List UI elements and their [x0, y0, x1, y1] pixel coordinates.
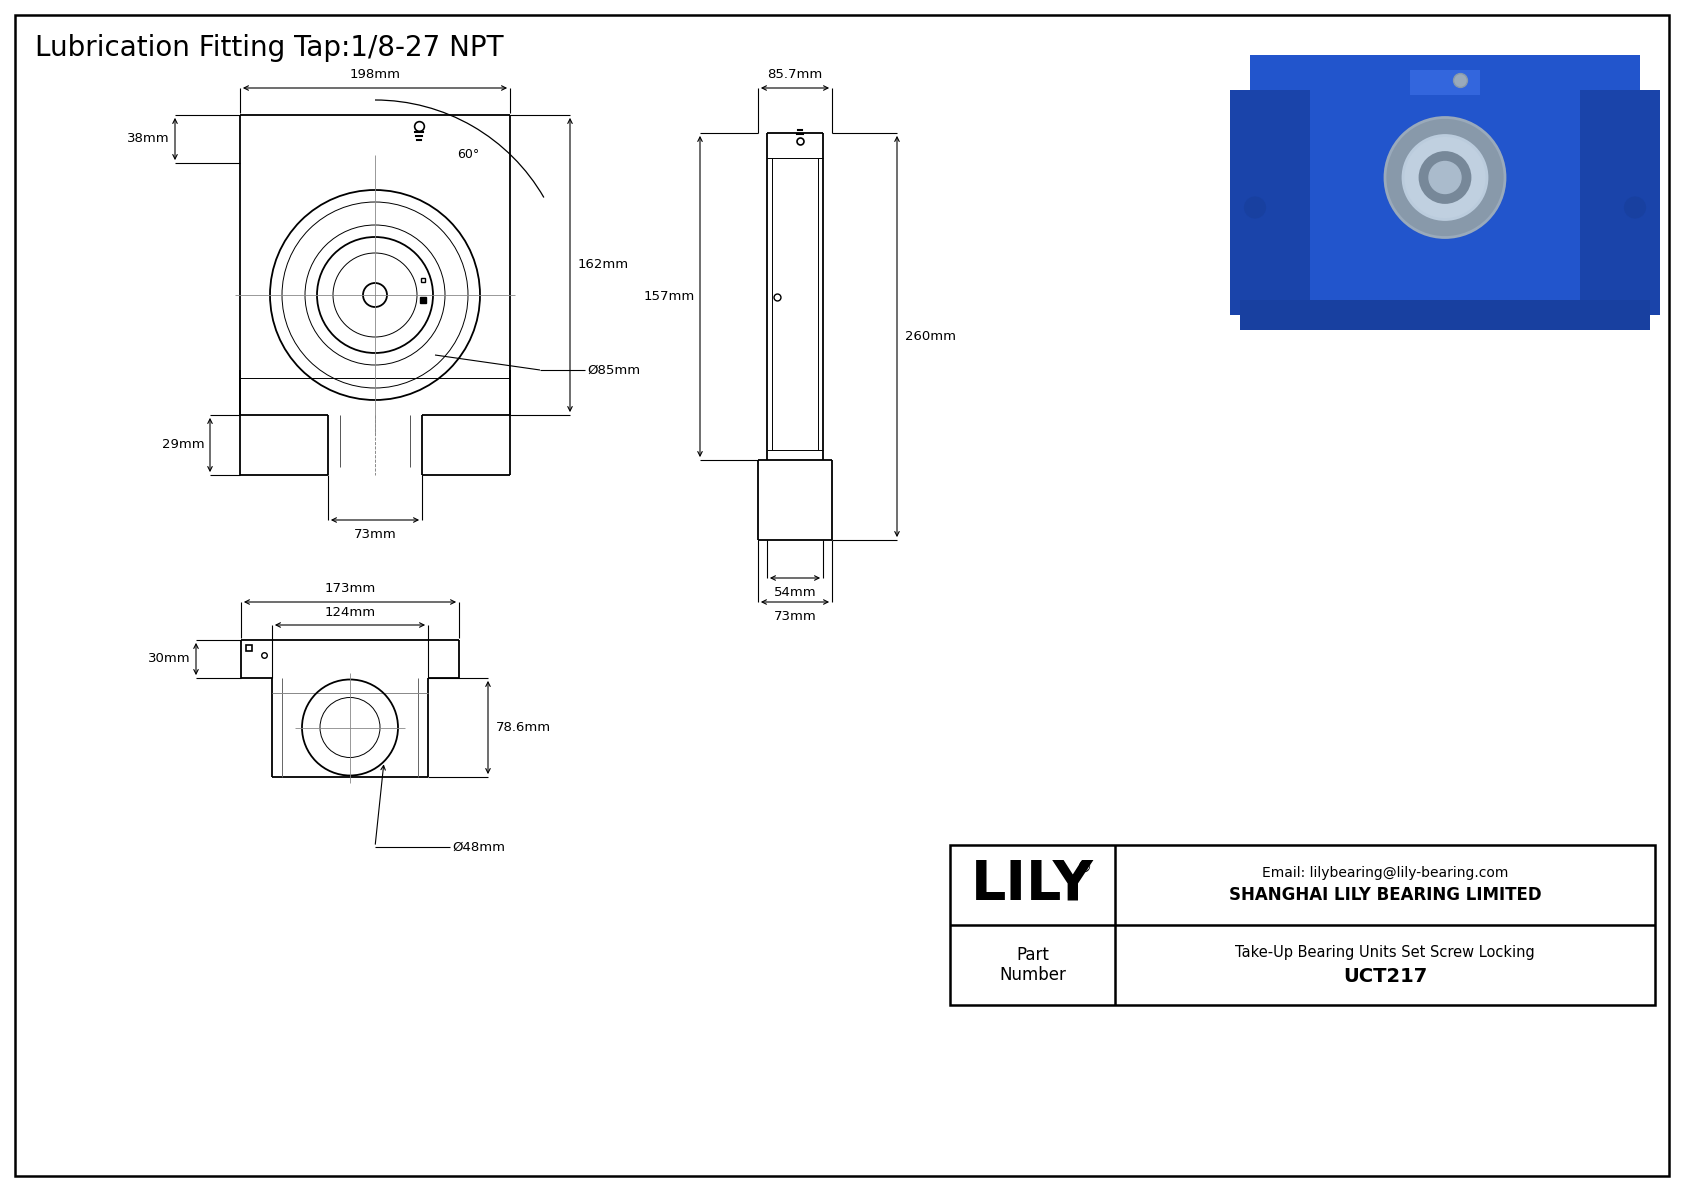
Text: Email: lilybearing@lily-bearing.com: Email: lilybearing@lily-bearing.com	[1261, 866, 1509, 880]
Text: 38mm: 38mm	[128, 132, 170, 145]
Bar	[1250, 55, 1640, 320]
Circle shape	[1403, 136, 1487, 219]
Text: 162mm: 162mm	[578, 258, 630, 272]
Text: ®: ®	[1076, 860, 1093, 874]
Circle shape	[1384, 118, 1505, 237]
Text: 60°: 60°	[456, 148, 480, 161]
Text: UCT217: UCT217	[1342, 967, 1426, 986]
Circle shape	[1420, 152, 1470, 202]
Text: SHANGHAI LILY BEARING LIMITED: SHANGHAI LILY BEARING LIMITED	[1229, 886, 1541, 904]
Text: 173mm: 173mm	[325, 581, 376, 594]
Text: 29mm: 29mm	[162, 438, 205, 451]
Bar	[950, 844, 1655, 1005]
Text: 54mm: 54mm	[773, 586, 817, 599]
Text: LILY: LILY	[972, 858, 1095, 912]
Text: 124mm: 124mm	[325, 605, 376, 618]
Text: Ø85mm: Ø85mm	[588, 363, 640, 376]
Circle shape	[1244, 198, 1265, 218]
Bar	[1410, 70, 1480, 95]
Bar	[1229, 168, 1280, 248]
Text: 198mm: 198mm	[350, 68, 401, 81]
Text: Take-Up Bearing Units Set Screw Locking: Take-Up Bearing Units Set Screw Locking	[1234, 946, 1534, 960]
Text: 157mm: 157mm	[643, 289, 695, 303]
Circle shape	[1430, 162, 1462, 193]
Bar	[1229, 91, 1310, 314]
Bar	[1239, 300, 1650, 330]
Text: 30mm: 30mm	[148, 653, 190, 666]
Bar	[1580, 91, 1660, 314]
Text: Ø48mm: Ø48mm	[451, 841, 505, 854]
Bar	[1610, 168, 1660, 248]
Text: 73mm: 73mm	[354, 528, 396, 541]
Text: 78.6mm: 78.6mm	[497, 721, 551, 734]
Text: 73mm: 73mm	[773, 610, 817, 623]
Text: 85.7mm: 85.7mm	[768, 69, 822, 81]
Text: 260mm: 260mm	[904, 330, 957, 343]
Text: Part
Number: Part Number	[999, 946, 1066, 985]
Text: Lubrication Fitting Tap:1/8-27 NPT: Lubrication Fitting Tap:1/8-27 NPT	[35, 35, 504, 62]
Circle shape	[1625, 198, 1645, 218]
